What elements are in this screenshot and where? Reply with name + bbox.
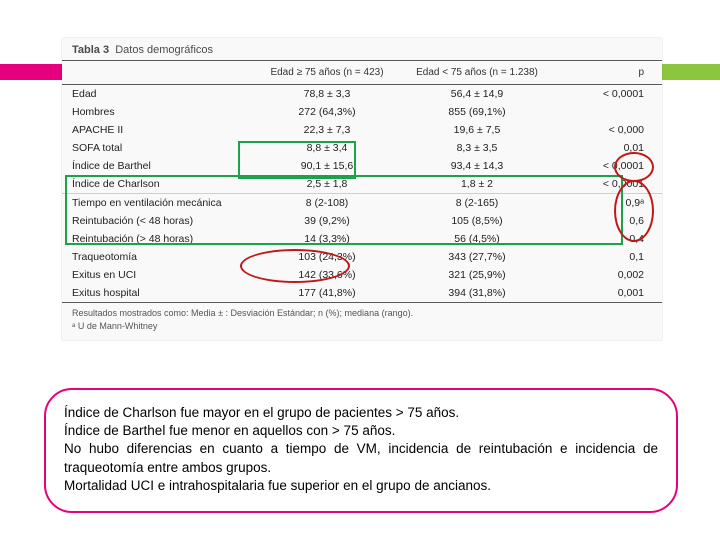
table-row: Índice de Barthel90,1 ± 15,693,4 ± 14,3<… bbox=[62, 157, 662, 175]
row-p: < 0,0001 bbox=[552, 88, 652, 100]
row-v2: 56,4 ± 14,9 bbox=[402, 88, 552, 100]
row-label: Hombres bbox=[72, 106, 252, 118]
header-col1: Edad ≥ 75 años (n = 423) bbox=[252, 67, 402, 78]
summary-line4: Mortalidad UCI e intrahospitalaria fue s… bbox=[64, 478, 491, 493]
table-row: Índice de Charlson2,5 ± 1,81,8 ± 2< 0,00… bbox=[62, 175, 662, 193]
table-row: Tiempo en ventilación mecánica8 (2-108)8… bbox=[62, 193, 662, 212]
row-v2: 105 (8,5%) bbox=[402, 215, 552, 227]
row-v2: 56 (4,5%) bbox=[402, 233, 552, 245]
table-row: SOFA total8,8 ± 3,48,3 ± 3,50,01 bbox=[62, 139, 662, 157]
demographics-table: Tabla 3 Datos demográficos Edad ≥ 75 año… bbox=[62, 38, 662, 340]
row-p bbox=[552, 106, 652, 118]
row-p: 0,6 bbox=[552, 215, 652, 227]
row-label: Tiempo en ventilación mecánica bbox=[72, 197, 252, 209]
table-body: Edad78,8 ± 3,356,4 ± 14,9< 0,0001Hombres… bbox=[62, 85, 662, 302]
row-v1: 78,8 ± 3,3 bbox=[252, 88, 402, 100]
row-p: 0,001 bbox=[552, 287, 652, 299]
summary-line1: Índice de Charlson fue mayor en el grupo… bbox=[64, 405, 459, 420]
footer-line2: ᵃ U de Mann-Whitney bbox=[72, 320, 652, 333]
row-v1: 14 (3,3%) bbox=[252, 233, 402, 245]
row-label: Índice de Barthel bbox=[72, 160, 252, 172]
row-v1: 39 (9,2%) bbox=[252, 215, 402, 227]
table-row: Traqueotomía103 (24,3%)343 (27,7%)0,1 bbox=[62, 248, 662, 266]
row-p: 0,4 bbox=[552, 233, 652, 245]
header-col3: p bbox=[552, 67, 652, 78]
summary-line2: Índice de Barthel fue menor en aquellos … bbox=[64, 423, 395, 438]
caption-bold: Tabla 3 bbox=[72, 44, 109, 56]
row-p: 0,01 bbox=[552, 142, 652, 154]
row-v1: 90,1 ± 15,6 bbox=[252, 160, 402, 172]
summary-box: Índice de Charlson fue mayor en el grupo… bbox=[44, 388, 678, 513]
row-v1: 272 (64,3%) bbox=[252, 106, 402, 118]
row-v1: 142 (33,6%) bbox=[252, 269, 402, 281]
row-p: 0,1 bbox=[552, 251, 652, 263]
table-row: Reintubación (< 48 horas)39 (9,2%)105 (8… bbox=[62, 212, 662, 230]
row-v1: 177 (41,8%) bbox=[252, 287, 402, 299]
row-v2: 8 (2-165) bbox=[402, 197, 552, 209]
table-row: Reintubación (> 48 horas)14 (3,3%)56 (4,… bbox=[62, 230, 662, 248]
row-v1: 22,3 ± 7,3 bbox=[252, 124, 402, 136]
row-v2: 855 (69,1%) bbox=[402, 106, 552, 118]
summary-line3: No hubo diferencias en cuanto a tiempo d… bbox=[64, 441, 658, 474]
table-header: Edad ≥ 75 años (n = 423) Edad < 75 años … bbox=[62, 61, 662, 85]
header-col2: Edad < 75 años (n = 1.238) bbox=[402, 67, 552, 78]
row-p: < 0,0001 bbox=[552, 178, 652, 190]
row-v2: 321 (25,9%) bbox=[402, 269, 552, 281]
header-blank bbox=[72, 67, 252, 78]
table-row: Exitus en UCI142 (33,6%)321 (25,9%)0,002 bbox=[62, 266, 662, 284]
row-v1: 8,8 ± 3,4 bbox=[252, 142, 402, 154]
row-label: Traqueotomía bbox=[72, 251, 252, 263]
row-label: APACHE II bbox=[72, 124, 252, 136]
row-label: Exitus hospital bbox=[72, 287, 252, 299]
row-v1: 103 (24,3%) bbox=[252, 251, 402, 263]
row-v2: 93,4 ± 14,3 bbox=[402, 160, 552, 172]
accent-magenta bbox=[0, 64, 62, 80]
table-footer: Resultados mostrados como: Media ± : Des… bbox=[62, 302, 662, 340]
table-row: APACHE II22,3 ± 7,319,6 ± 7,5< 0,000 bbox=[62, 121, 662, 139]
table-row: Edad78,8 ± 3,356,4 ± 14,9< 0,0001 bbox=[62, 85, 662, 103]
row-v2: 8,3 ± 3,5 bbox=[402, 142, 552, 154]
row-p: < 0,000 bbox=[552, 124, 652, 136]
row-p: < 0,0001 bbox=[552, 160, 652, 172]
row-v2: 394 (31,8%) bbox=[402, 287, 552, 299]
row-p: 0,002 bbox=[552, 269, 652, 281]
row-label: Edad bbox=[72, 88, 252, 100]
table-row: Hombres272 (64,3%)855 (69,1%) bbox=[62, 103, 662, 121]
row-label: Exitus en UCI bbox=[72, 269, 252, 281]
row-label: Reintubación (< 48 horas) bbox=[72, 215, 252, 227]
footer-line1: Resultados mostrados como: Media ± : Des… bbox=[72, 307, 652, 320]
row-v2: 19,6 ± 7,5 bbox=[402, 124, 552, 136]
table-caption: Tabla 3 Datos demográficos bbox=[62, 38, 662, 61]
row-p: 0,9ᵃ bbox=[552, 197, 652, 209]
row-label: Índice de Charlson bbox=[72, 178, 252, 190]
table-row: Exitus hospital177 (41,8%)394 (31,8%)0,0… bbox=[62, 284, 662, 302]
row-v2: 1,8 ± 2 bbox=[402, 178, 552, 190]
row-label: SOFA total bbox=[72, 142, 252, 154]
row-label: Reintubación (> 48 horas) bbox=[72, 233, 252, 245]
row-v2: 343 (27,7%) bbox=[402, 251, 552, 263]
row-v1: 2,5 ± 1,8 bbox=[252, 178, 402, 190]
caption-rest: Datos demográficos bbox=[115, 44, 213, 56]
row-v1: 8 (2-108) bbox=[252, 197, 402, 209]
